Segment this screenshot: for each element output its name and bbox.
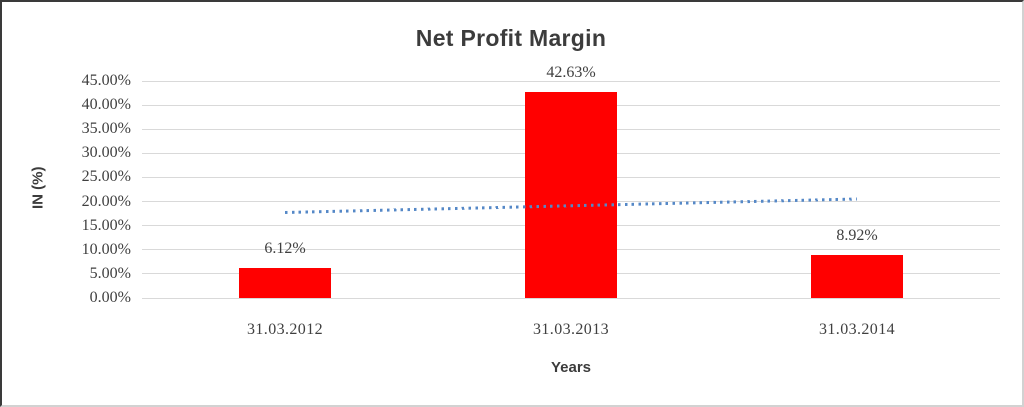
gridline: [142, 80, 1000, 82]
bar-data-label: 6.12%: [264, 240, 306, 258]
bar: [239, 268, 331, 298]
y-tick-label: 45.00%: [81, 72, 131, 89]
bar-data-label: 8.92%: [836, 226, 878, 244]
bar: [525, 92, 617, 298]
y-tick-label: 15.00%: [81, 216, 131, 234]
y-tick-label: 5.00%: [89, 264, 131, 282]
bar: [811, 254, 903, 298]
plot-area: [142, 80, 1000, 299]
y-tick-label: 0.00%: [89, 289, 131, 306]
y-tick-label: 35.00%: [81, 120, 131, 138]
gridline: [142, 297, 1000, 299]
y-tick-label: 25.00%: [81, 168, 131, 186]
x-tick-label: 31.03.2013: [533, 321, 609, 338]
chart-title: Net Profit Margin: [415, 25, 607, 51]
y-tick-label: 30.00%: [81, 144, 131, 162]
y-tick-label: 10.00%: [81, 240, 131, 258]
bar-data-label: 42.63%: [546, 64, 596, 82]
x-tick-label: 31.03.2012: [247, 321, 323, 338]
x-tick-label: 31.03.2014: [819, 321, 895, 338]
y-tick-label: 20.00%: [81, 192, 131, 210]
y-tick-label: 40.00%: [81, 96, 131, 114]
x-axis-title: Years: [550, 359, 592, 376]
